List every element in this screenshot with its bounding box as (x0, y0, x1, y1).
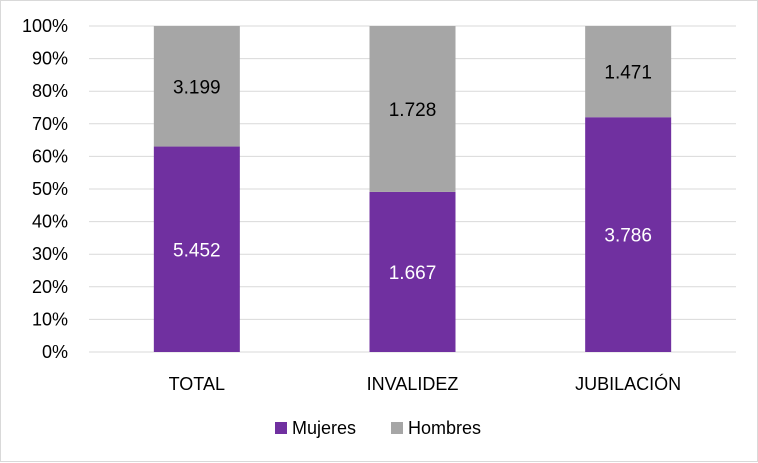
x-tick-label: JUBILACIÓN (575, 373, 681, 394)
y-tick-label: 30% (32, 244, 68, 264)
y-tick-label: 40% (32, 212, 68, 232)
y-tick-label: 90% (32, 49, 68, 69)
x-axis: TOTAL INVALIDEZ JUBILACIÓN (169, 373, 682, 394)
bar-mujeres-3 (585, 117, 672, 353)
y-tick-label: 70% (32, 114, 68, 134)
legend-label-hombres: Hombres (408, 418, 481, 438)
x-tick-label: TOTAL (169, 374, 225, 394)
y-tick-label: 50% (32, 179, 68, 199)
y-tick-label: 60% (32, 146, 68, 166)
bars (153, 26, 672, 353)
legend-swatch-hombres (391, 422, 403, 434)
data-label: 1.471 (604, 63, 652, 84)
bar-mujeres-1 (153, 146, 240, 352)
y-tick-label: 0% (42, 342, 68, 362)
bar-hombres-1 (153, 26, 240, 147)
y-tick-label: 20% (32, 277, 68, 297)
data-label: 3.199 (173, 77, 221, 98)
data-label: 3.786 (604, 226, 652, 247)
data-label: 1.667 (389, 263, 437, 284)
data-label: 1.728 (389, 100, 437, 121)
data-labels: 5.452 3.199 1.667 1.728 3.786 1.471 (173, 63, 652, 284)
y-tick-label: 80% (32, 81, 68, 101)
data-label: 5.452 (173, 240, 221, 261)
bar-hombres-3 (585, 26, 672, 118)
legend: Mujeres Hombres (275, 418, 481, 438)
legend-swatch-mujeres (275, 422, 287, 434)
x-tick-label: INVALIDEZ (367, 374, 459, 394)
y-axis: 0% 10% 20% 30% 40% 50% 60% 70% 80% 90% 100% (22, 16, 68, 362)
bar-hombres-2 (369, 26, 456, 192)
y-tick-label: 10% (32, 309, 68, 329)
bar-mujeres-2 (369, 191, 456, 352)
legend-label-mujeres: Mujeres (292, 418, 356, 438)
y-tick-label: 100% (22, 16, 68, 36)
